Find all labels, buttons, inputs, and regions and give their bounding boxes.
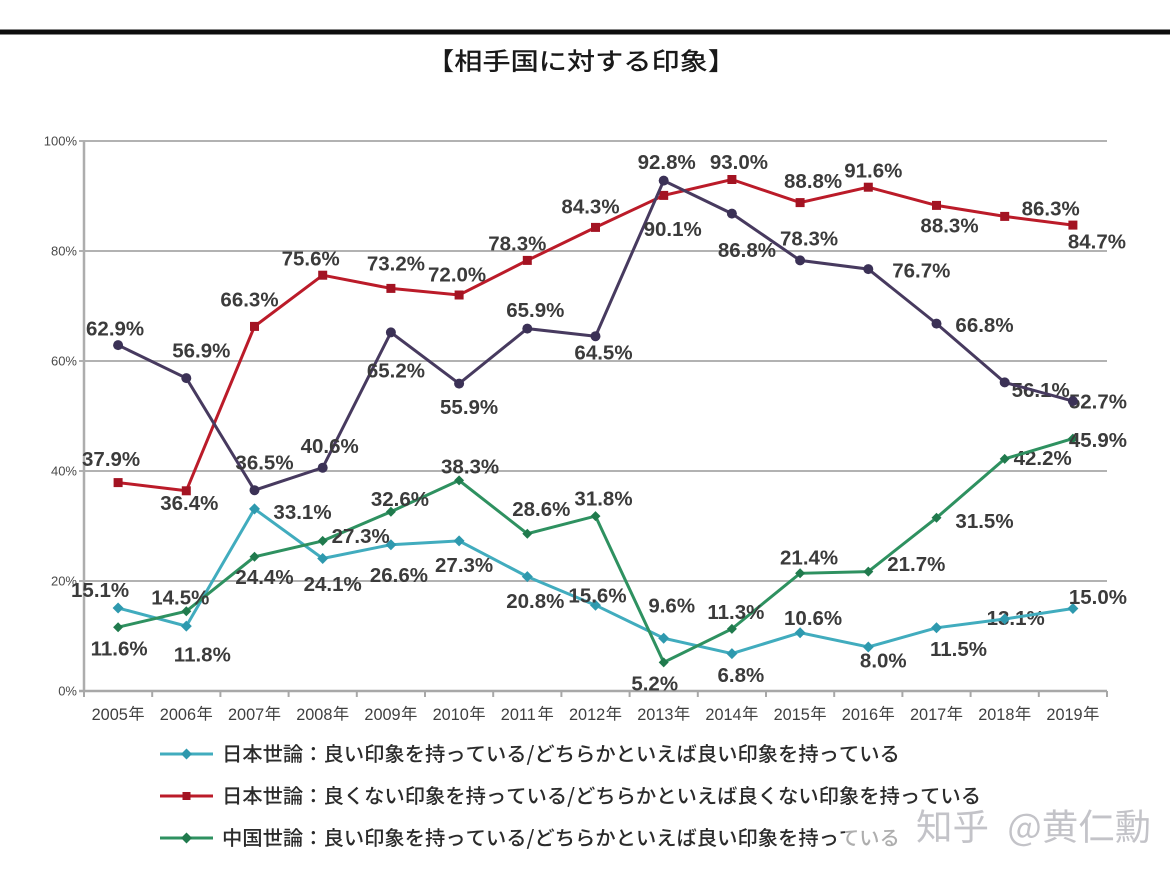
svg-text:72.0%: 72.0%	[428, 263, 486, 286]
svg-text:45.9%: 45.9%	[1069, 429, 1127, 452]
svg-text:2018: 2018	[978, 706, 1014, 724]
svg-text:32.6%: 32.6%	[371, 488, 429, 511]
svg-text:28.6%: 28.6%	[512, 498, 570, 521]
svg-text:21.7%: 21.7%	[887, 553, 945, 576]
svg-text:65.9%: 65.9%	[506, 299, 564, 322]
svg-text:11.5%: 11.5%	[930, 638, 987, 661]
svg-text:2013: 2013	[637, 706, 673, 724]
svg-text:92.8%: 92.8%	[638, 151, 696, 174]
svg-text:88.3%: 88.3%	[920, 215, 978, 238]
svg-text:31.5%: 31.5%	[955, 510, 1013, 533]
svg-text:9.6%: 9.6%	[648, 595, 695, 618]
svg-text:36.4%: 36.4%	[160, 492, 218, 515]
svg-text:20.8%: 20.8%	[506, 590, 564, 613]
svg-text:2011: 2011	[501, 706, 536, 724]
svg-text:2019: 2019	[1046, 706, 1082, 724]
svg-text:20%: 20%	[51, 574, 77, 589]
svg-text:93.0%: 93.0%	[710, 151, 768, 174]
svg-text:62.9%: 62.9%	[86, 317, 144, 340]
svg-text:76.7%: 76.7%	[892, 259, 950, 282]
svg-text:10.6%: 10.6%	[784, 607, 842, 630]
svg-text:73.2%: 73.2%	[367, 253, 425, 276]
svg-text:24.1%: 24.1%	[304, 573, 362, 596]
svg-text:5.2%: 5.2%	[631, 673, 678, 696]
svg-text:65.2%: 65.2%	[367, 360, 425, 383]
svg-text:27.3%: 27.3%	[332, 525, 390, 548]
svg-text:2015: 2015	[774, 706, 810, 724]
svg-text:27.3%: 27.3%	[435, 554, 493, 577]
svg-text:8.0%: 8.0%	[860, 649, 907, 672]
svg-text:2007: 2007	[228, 706, 264, 724]
svg-text:88.8%: 88.8%	[784, 170, 842, 193]
svg-text:100%: 100%	[44, 134, 78, 149]
svg-text:2006: 2006	[160, 706, 196, 724]
svg-text:66.3%: 66.3%	[220, 289, 278, 312]
svg-text:2016: 2016	[842, 706, 878, 724]
svg-text:78.3%: 78.3%	[780, 228, 838, 251]
svg-text:36.5%: 36.5%	[235, 452, 293, 475]
svg-text:86.3%: 86.3%	[1022, 198, 1080, 221]
svg-text:15.0%: 15.0%	[1069, 586, 1127, 609]
svg-text:15.6%: 15.6%	[568, 585, 626, 608]
svg-text:80%: 80%	[51, 244, 77, 259]
svg-text:66.8%: 66.8%	[955, 314, 1013, 337]
svg-text:11.3%: 11.3%	[707, 601, 764, 624]
svg-text:33.1%: 33.1%	[273, 501, 331, 524]
svg-text:37.9%: 37.9%	[82, 448, 140, 471]
svg-text:91.6%: 91.6%	[844, 160, 902, 183]
svg-text:2012: 2012	[569, 706, 605, 724]
svg-text:21.4%: 21.4%	[780, 547, 838, 570]
svg-text:14.5%: 14.5%	[151, 587, 209, 610]
svg-text:11.6%: 11.6%	[91, 638, 148, 661]
svg-text:11.8%: 11.8%	[174, 643, 231, 666]
svg-text:84.3%: 84.3%	[561, 196, 619, 219]
svg-text:78.3%: 78.3%	[488, 233, 546, 256]
svg-text:56.9%: 56.9%	[172, 339, 230, 362]
svg-text:2017: 2017	[910, 706, 946, 724]
svg-text:15.1%: 15.1%	[71, 579, 129, 602]
svg-text:40.6%: 40.6%	[301, 435, 359, 458]
svg-text:40%: 40%	[51, 464, 77, 479]
svg-text:0%: 0%	[58, 684, 77, 699]
svg-text:55.9%: 55.9%	[440, 396, 498, 419]
svg-text:84.7%: 84.7%	[1068, 230, 1126, 253]
svg-text:60%: 60%	[51, 354, 77, 369]
svg-text:75.6%: 75.6%	[282, 248, 340, 271]
svg-text:2005: 2005	[92, 706, 128, 724]
svg-text:2009: 2009	[364, 706, 400, 724]
svg-text:64.5%: 64.5%	[574, 342, 632, 365]
svg-text:31.8%: 31.8%	[574, 487, 632, 510]
svg-text:2010: 2010	[433, 706, 469, 724]
svg-text:6.8%: 6.8%	[718, 664, 765, 687]
svg-text:42.2%: 42.2%	[1014, 447, 1072, 470]
svg-text:52.7%: 52.7%	[1069, 390, 1127, 413]
svg-text:38.3%: 38.3%	[441, 456, 499, 479]
svg-text:90.1%: 90.1%	[644, 218, 702, 241]
svg-text:2008: 2008	[296, 706, 332, 724]
svg-text:2014: 2014	[705, 706, 741, 724]
svg-text:26.6%: 26.6%	[370, 564, 428, 587]
svg-text:24.4%: 24.4%	[235, 566, 293, 589]
svg-text:86.8%: 86.8%	[718, 239, 776, 262]
